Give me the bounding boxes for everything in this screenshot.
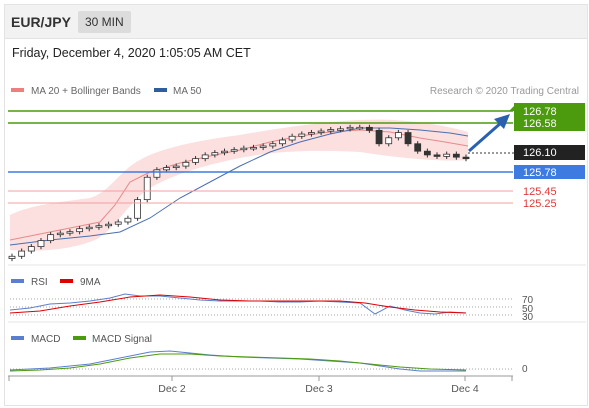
rsi-ma-line: [9, 294, 467, 314]
candle-body: [375, 129, 383, 145]
candle-body: [182, 161, 190, 167]
candle-body: [172, 165, 180, 168]
credit-label: Research © 2020 Trading Central: [430, 86, 579, 97]
candle-body: [288, 135, 296, 141]
rsi-legend-label: RSI: [31, 277, 48, 288]
rsi-tick-70: 70: [522, 295, 534, 306]
rsi-tick-50: 50: [522, 304, 534, 315]
pivot-tag: [514, 165, 585, 179]
candle-body: [366, 126, 373, 131]
rsi-line: [9, 293, 467, 315]
macd-legend-label: MACD: [31, 334, 60, 345]
candle-body: [404, 132, 412, 145]
forecast-arrow: [468, 120, 503, 153]
rsi-ma-legend-label: 9MA: [80, 277, 101, 288]
current-price: 126.10: [523, 147, 557, 159]
candle-body: [221, 150, 228, 154]
candle-body: [18, 250, 26, 257]
candle-body: [298, 133, 306, 137]
ma50-legend-label: MA 50: [173, 86, 202, 97]
candle-body: [308, 132, 315, 135]
s2-price: 125.25: [523, 198, 557, 210]
candle-body: [114, 221, 122, 225]
candle-body: [394, 132, 402, 139]
candle-body: [56, 232, 64, 236]
x-label-dec4: Dec 4: [451, 383, 479, 395]
candle-body: [192, 158, 199, 163]
candle-body: [279, 139, 286, 145]
candle-body: [433, 154, 441, 157]
rsi-ma-legend-swatch: [60, 279, 73, 283]
ma50-line: [9, 127, 469, 246]
rsi-tick-30: 30: [522, 312, 534, 323]
candle-body: [337, 128, 344, 131]
candle-body: [95, 225, 103, 228]
ma20-legend-label: MA 20 + Bollinger Bands: [31, 86, 141, 97]
bollinger-band: [10, 119, 468, 251]
candle-body: [414, 143, 422, 152]
candle-body: [385, 137, 393, 145]
candle-body: [27, 246, 35, 252]
current-price-tag: [514, 145, 585, 160]
candle-body: [356, 126, 364, 130]
x-label-dec3: Dec 3: [305, 383, 333, 395]
candle-body: [250, 147, 257, 150]
s1-price: 125.45: [523, 186, 557, 198]
x-label-dec2: Dec 2: [158, 383, 186, 395]
resistance-tag: [514, 103, 585, 131]
candle-body: [230, 149, 238, 152]
candle-body: [124, 217, 132, 223]
macd-tick-zero: 0: [522, 364, 528, 375]
candle-body: [134, 199, 141, 219]
pivot-price: 125.78: [523, 167, 557, 179]
r2-price: 126.78: [523, 106, 557, 118]
candle-body: [452, 153, 460, 158]
candle-body: [211, 152, 219, 156]
candle-body: [346, 126, 354, 130]
candle-body: [327, 129, 335, 132]
candle-body: [462, 156, 470, 160]
candle-body: [443, 153, 451, 157]
macd-line: [9, 350, 466, 372]
ma50-legend-swatch: [154, 88, 167, 92]
macd-signal-line: [9, 353, 467, 372]
candle-body: [259, 145, 267, 148]
timeframe-button[interactable]: 30 MIN: [78, 11, 131, 33]
price-candles: [8, 124, 470, 262]
r1-price: 126.58: [523, 118, 557, 130]
chart-datetime: Friday, December 4, 2020 1:05:05 AM CET: [12, 46, 251, 60]
candle-body: [423, 150, 431, 156]
chart-header: EUR/JPY 30 MIN: [5, 5, 587, 39]
candle-body: [163, 167, 170, 171]
candle-body: [66, 231, 74, 234]
candle-body: [85, 226, 93, 230]
candle-body: [105, 223, 112, 227]
rsi-legend-swatch: [11, 279, 24, 283]
candle-body: [76, 228, 84, 233]
forecast-arrowhead: [494, 114, 510, 129]
candle-body: [201, 154, 209, 160]
candle-body: [47, 234, 55, 242]
macd-signal-legend-swatch: [73, 336, 86, 340]
symbol-label: EUR/JPY: [11, 14, 71, 30]
candle-body: [8, 255, 16, 259]
macd-legend-swatch: [11, 336, 24, 340]
ma20-legend-swatch: [11, 88, 24, 92]
candle-body: [37, 240, 45, 247]
macd-signal-legend-label: MACD Signal: [92, 334, 152, 345]
candle-body: [240, 147, 248, 151]
candle-body: [317, 130, 325, 133]
candle-body: [269, 143, 277, 147]
candle-body: [143, 176, 151, 201]
candle-body: [153, 169, 161, 178]
resistance-tag-pointer: [509, 106, 514, 111]
